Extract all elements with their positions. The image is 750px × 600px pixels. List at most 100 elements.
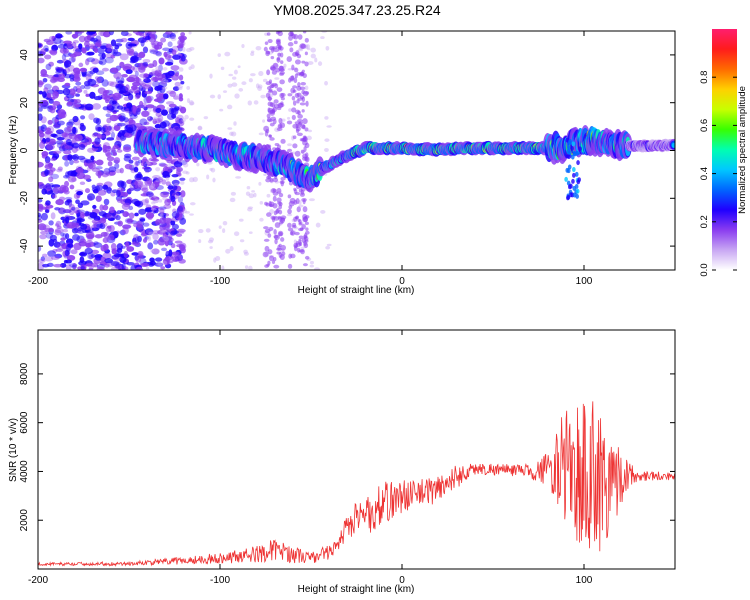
spectrogram-noise-cell: [96, 223, 104, 228]
colorbar-tick-label: 0.4: [699, 167, 710, 180]
spectrogram-noise-cell: [304, 142, 310, 149]
spectrogram-noise-cell: [324, 116, 329, 120]
spectrogram-noise-cell: [259, 217, 264, 222]
spectrogram-noise-cell: [302, 31, 307, 34]
spectrogram-noise-cell: [69, 184, 75, 190]
figure-title: YM08.2025.347.23.25.R24: [273, 2, 441, 18]
spectrogram-noise-cell: [55, 248, 64, 252]
spectrogram-noise-cell: [54, 253, 63, 259]
spectrogram-noise-cell: [77, 227, 84, 232]
spectrogram-noise-cell: [127, 93, 134, 101]
spectrogram-noise-cell: [275, 31, 280, 35]
spectrogram-noise-cell: [152, 195, 157, 198]
spectrogram-noise-cell: [84, 229, 93, 234]
spectrogram-noise-cell: [38, 212, 42, 218]
spectrogram-noise-cell: [38, 43, 42, 48]
spectrogram-noise-cell: [85, 242, 92, 248]
spectrogram-noise-cell: [197, 126, 203, 131]
spectrogram-noise-cell: [317, 61, 323, 66]
spectrogram-noise-cell: [42, 91, 47, 99]
spectrogram-noise-cell: [298, 241, 303, 247]
spectrogram-noise-cell: [100, 126, 107, 134]
spectrogram-noise-cell: [222, 228, 226, 234]
spectrogram-noise-cell: [45, 200, 51, 206]
spectrogram-noise-cell: [145, 104, 155, 109]
spectrogram-noise-cell: [198, 229, 204, 234]
spectrogram-signal-cell: [565, 167, 570, 173]
spectrogram-noise-cell: [123, 155, 132, 162]
spectrogram-noise-cell: [138, 66, 146, 73]
spectrogram-noise-cell: [163, 236, 169, 242]
spectrogram-noise-cell: [80, 84, 86, 90]
spectrogram-noise-cell: [209, 246, 213, 249]
spectrogram-noise-cell: [294, 67, 299, 73]
spectrogram-noise-cell: [294, 73, 298, 79]
spectrogram-noise-cell: [264, 245, 270, 252]
spectrogram-noise-cell: [280, 237, 285, 242]
spectrogram-noise-cell: [78, 43, 83, 50]
spectrogram-noise-cell: [143, 73, 149, 78]
spectrogram-noise-cell: [143, 166, 152, 173]
spectrogram-noise-cell: [135, 266, 143, 270]
spectrogram-noise-cell: [306, 44, 310, 49]
spectrogram-noise-cell: [274, 234, 280, 240]
spectrogram-noise-cell: [171, 223, 180, 230]
spectrogram-noise-cell: [198, 239, 202, 244]
spectrogram-noise-cell: [63, 40, 73, 45]
spectrogram-noise-cell: [263, 173, 267, 177]
snr-series-line: [38, 401, 675, 567]
spectrogram-noise-cell: [102, 222, 108, 227]
spectrogram-noise-cell: [324, 147, 329, 152]
spectrogram-noise-cell: [76, 190, 83, 196]
spectrogram-noise-cell: [293, 77, 298, 84]
spectrogram-noise-cell: [123, 250, 129, 259]
spectrogram-noise-cell: [45, 137, 51, 143]
spectrogram-noise-cell: [132, 65, 138, 73]
spectrogram-noise-cell: [304, 255, 310, 260]
spectrogram-noise-cell: [159, 224, 167, 231]
spectrogram-noise-cell: [85, 231, 95, 240]
spectrogram-noise-cell: [157, 262, 163, 266]
spectrogram-noise-cell: [222, 220, 228, 226]
spectrogram-noise-cell: [279, 254, 285, 261]
spectrogram-noise-cell: [105, 152, 112, 158]
spectrogram-noise-cell: [38, 141, 46, 149]
spectrogram-signal-cell: [566, 194, 571, 200]
spectrogram-noise-cell: [306, 135, 312, 141]
spectrogram-noise-cell: [161, 235, 166, 239]
spectrogram-noise-cell: [155, 108, 162, 114]
spectrogram-noise-cell: [66, 121, 75, 126]
spectrogram-noise-cell: [212, 177, 216, 183]
spectrogram-signal-cell: [567, 164, 572, 170]
spectrogram-noise-cell: [231, 82, 238, 87]
spectrogram-noise-cell: [127, 188, 132, 193]
spectrogram-noise-cell: [257, 85, 262, 91]
spectrogram-signal-cell: [572, 167, 576, 173]
spectrogram-noise-cell: [99, 223, 106, 230]
spectrogram-noise-cell: [258, 181, 262, 186]
snr-xtick-label: 0: [399, 575, 405, 586]
spectrogram-noise-cell: [159, 85, 166, 94]
spectrogram-noise-cell: [152, 175, 161, 180]
spectrogram-noise-cell: [163, 204, 172, 209]
spectrogram-noise-cell: [278, 232, 283, 236]
spectrogram-noise-cell: [110, 131, 116, 139]
spectrogram-noise-cell: [297, 218, 301, 222]
spectrogram-ytick-label: 20: [19, 97, 30, 109]
spectrogram-noise-cell: [239, 239, 245, 243]
spectrogram-noise-cell: [116, 210, 122, 215]
spectrogram-noise-cell: [304, 156, 310, 163]
spectrogram-noise-cell: [250, 50, 255, 54]
colorbar-gradient: [712, 29, 737, 270]
spectrogram-noise-cell: [294, 231, 300, 236]
spectrogram-noise-cell: [73, 160, 80, 164]
spectrogram-noise-cell: [52, 100, 61, 106]
spectrogram-noise-cell: [325, 45, 330, 51]
spectrogram-noise-cell: [244, 265, 249, 269]
spectrogram-noise-cell: [104, 258, 114, 264]
spectrogram-noise-cell: [79, 256, 85, 264]
spectrogram-noise-cell: [217, 53, 221, 57]
spectrogram-noise-cell: [255, 83, 260, 89]
spectrogram-noise-cell: [143, 121, 150, 126]
spectrogram-noise-cell: [135, 161, 140, 166]
